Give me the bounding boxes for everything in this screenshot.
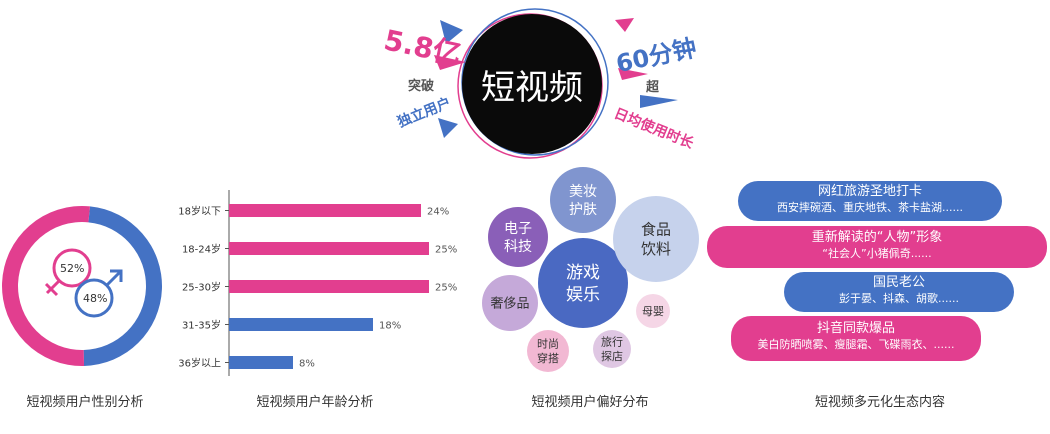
bar-category-label: 18-24岁: [182, 243, 221, 256]
male-symbol-icon: [74, 269, 123, 318]
bar-category-label: 18岁以下: [178, 205, 221, 218]
triangle-decor: [438, 118, 458, 138]
ecosystem-item: 网红旅游圣地打卡 西安摔碗酒、重庆地铁、茶卡盐湖......: [738, 181, 1002, 221]
header-decor: [434, 8, 678, 159]
bar-value-label: 18%: [379, 321, 401, 332]
bar-value-label: 24%: [427, 207, 449, 218]
ecosystem-item: 抖音同款爆品 美白防晒喷雾、瘦腿霜、飞碟雨衣、......: [731, 316, 981, 361]
header-blue-ring: [461, 8, 609, 156]
right-mid-label: 超: [646, 80, 660, 95]
bar: [229, 318, 373, 331]
preference-bubble-chart: 美妆护肤电子科技游戏娱乐 食品饮料奢侈品母婴时尚穿搭 旅行探店: [482, 167, 699, 372]
ecosystem-item-sub: 西安摔碗酒、重庆地铁、茶卡盐湖......: [777, 201, 963, 214]
triangle-decor: [434, 55, 466, 70]
age-chart-caption: 短视频用户年龄分析: [256, 395, 374, 410]
triangle-decor: [440, 20, 463, 44]
preference-bubble: [488, 207, 548, 267]
donut-slice: [83, 206, 163, 366]
ecosystem-item-title: 抖音同款爆品: [816, 321, 895, 336]
male-percent-label: 48%: [83, 292, 108, 305]
gender-donut-chart: [2, 206, 163, 366]
preference-bubble-label: 旅行探店: [601, 335, 623, 363]
preference-bubble-label: 母婴: [642, 305, 664, 318]
bar: [229, 280, 429, 293]
preference-bubble-label: 时尚穿搭: [537, 337, 559, 365]
ecosystem-item-sub: 美白防晒喷雾、瘦腿霜、飞碟雨衣、......: [757, 338, 955, 351]
ecosystem-item: 国民老公 彭于晏、抖森、胡歌......: [784, 272, 1014, 312]
preference-bubble: [538, 238, 628, 328]
bar-category-label: 36岁以上: [178, 357, 221, 370]
preference-bubble-label: 美妆护肤: [569, 184, 597, 218]
header-center-title: 短视频: [481, 68, 583, 108]
preference-caption: 短视频用户偏好分布: [531, 395, 649, 410]
female-percent-label: 52%: [60, 262, 85, 275]
bar-value-label: 25%: [435, 283, 457, 294]
header-black-circle: [462, 14, 602, 154]
ecosystem-item: 重新解读的“人物”形象 “社会人”小猪佩奇......: [707, 226, 1047, 268]
left-mid-label: 突破: [408, 79, 435, 94]
ecosystem-item-sub: 彭于晏、抖森、胡歌......: [839, 292, 959, 305]
preference-bubble: [613, 196, 699, 282]
bar-category-label: 25-30岁: [182, 281, 221, 294]
bar-category-label: 31-35岁: [182, 319, 221, 332]
preference-bubble-label: 游戏娱乐: [566, 263, 600, 305]
gender-icons: [44, 248, 123, 318]
age-bar-chart: 18岁以下 24% 18-24岁 25% 25-30岁 25% 31-35岁 18% 36岁以上…: [178, 190, 457, 376]
bar: [229, 242, 429, 255]
ecosystem-item-title: 国民老公: [872, 275, 925, 290]
bar: [229, 204, 421, 217]
ecosystem-item-title: 网红旅游圣地打卡: [817, 184, 922, 199]
ecosystem-item-sub: “社会人”小猪佩奇......: [822, 247, 932, 260]
triangle-decor: [640, 95, 678, 108]
preference-bubble: [550, 167, 616, 233]
gender-chart-caption: 短视频用户性别分析: [26, 395, 144, 410]
header-pink-ring: [457, 13, 603, 159]
bar: [229, 356, 293, 369]
preference-bubble-label: 电子科技: [504, 221, 532, 255]
preference-bubble: [636, 294, 670, 328]
donut-slice: [2, 206, 90, 366]
ecosystem-caption: 短视频多元化生态内容: [814, 395, 945, 410]
bar-value-label: 25%: [435, 245, 457, 256]
preference-bubble: [482, 275, 538, 331]
triangle-decor: [615, 18, 634, 32]
preference-bubble: [527, 330, 569, 372]
triangle-decor: [618, 68, 648, 80]
bar-value-label: 8%: [299, 359, 315, 370]
preference-bubble-label: 食品饮料: [641, 221, 671, 259]
ecosystem-item-title: 重新解读的“人物”形象: [811, 230, 943, 245]
preference-bubble: [593, 330, 631, 368]
preference-bubble-label: 奢侈品: [490, 297, 529, 312]
female-symbol-icon: [44, 248, 92, 297]
